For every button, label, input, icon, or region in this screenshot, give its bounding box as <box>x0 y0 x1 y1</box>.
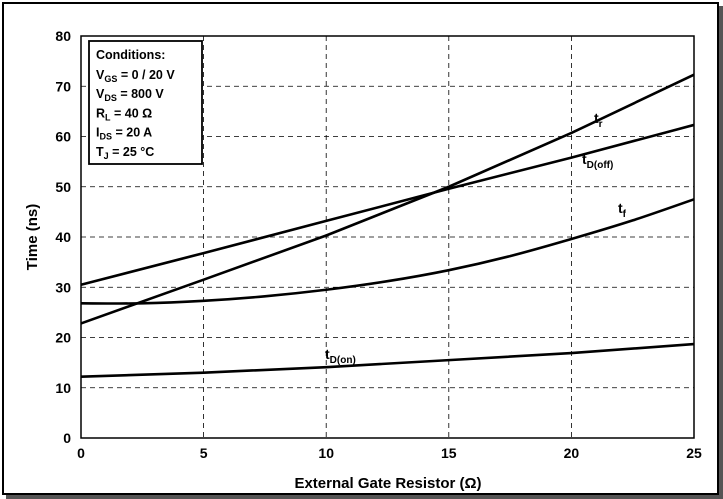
x-axis-title: External Gate Resistor (Ω) <box>294 475 481 492</box>
conditions-box-border <box>88 40 203 165</box>
condition-item: VDS = 800 V <box>96 87 164 103</box>
x-tick-label: 25 <box>686 445 702 461</box>
series-label-tdoff: tD(off) <box>582 151 613 171</box>
y-tick-label: 30 <box>55 279 71 295</box>
y-tick-label: 50 <box>55 179 71 195</box>
series-label-tr: tr <box>594 110 603 130</box>
x-tick-label: 10 <box>318 445 334 461</box>
x-tick-labels: 0 5 10 15 20 25 <box>77 445 702 461</box>
y-tick-label: 70 <box>55 78 71 94</box>
conditions-box: Conditions: VGS = 0 / 20 V VDS = 800 V RL … <box>88 40 203 165</box>
y-tick-label: 20 <box>55 330 71 346</box>
series-line-tr <box>80 123 695 286</box>
y-tick-label: 40 <box>55 229 71 245</box>
x-tick-label: 20 <box>564 445 580 461</box>
series-label-tdon: tD(on) <box>325 346 356 366</box>
y-tick-label: 60 <box>55 129 71 145</box>
condition-item: VGS = 0 / 20 V <box>96 68 175 84</box>
series-line-tdon <box>80 342 695 378</box>
x-tick-label: 15 <box>441 445 457 461</box>
y-tick-labels: 0 10 20 30 40 50 60 70 80 <box>55 28 71 446</box>
series-line-tdoff <box>80 73 695 325</box>
series-labels: tD(off) tr tf tD(on) <box>325 110 627 366</box>
x-tick-label: 0 <box>77 445 85 461</box>
conditions-list: VGS = 0 / 20 V VDS = 800 V RL = 40 Ω IDS = … <box>96 68 175 161</box>
x-tick-label: 5 <box>200 445 208 461</box>
conditions-title: Conditions: <box>96 48 165 62</box>
condition-item: IDS = 20 A <box>96 126 152 142</box>
series-line-tf <box>80 198 695 305</box>
y-axis-title: Time (ns) <box>24 204 41 270</box>
series-label-tf: tf <box>618 200 627 220</box>
condition-item: TJ = 25 °C <box>96 145 154 161</box>
y-tick-label: 0 <box>63 430 71 446</box>
y-tick-label: 80 <box>55 28 71 44</box>
condition-item: RL = 40 Ω <box>96 106 152 122</box>
plot-area-border <box>80 35 695 439</box>
series-lines <box>80 73 695 378</box>
y-tick-label: 10 <box>55 380 71 396</box>
